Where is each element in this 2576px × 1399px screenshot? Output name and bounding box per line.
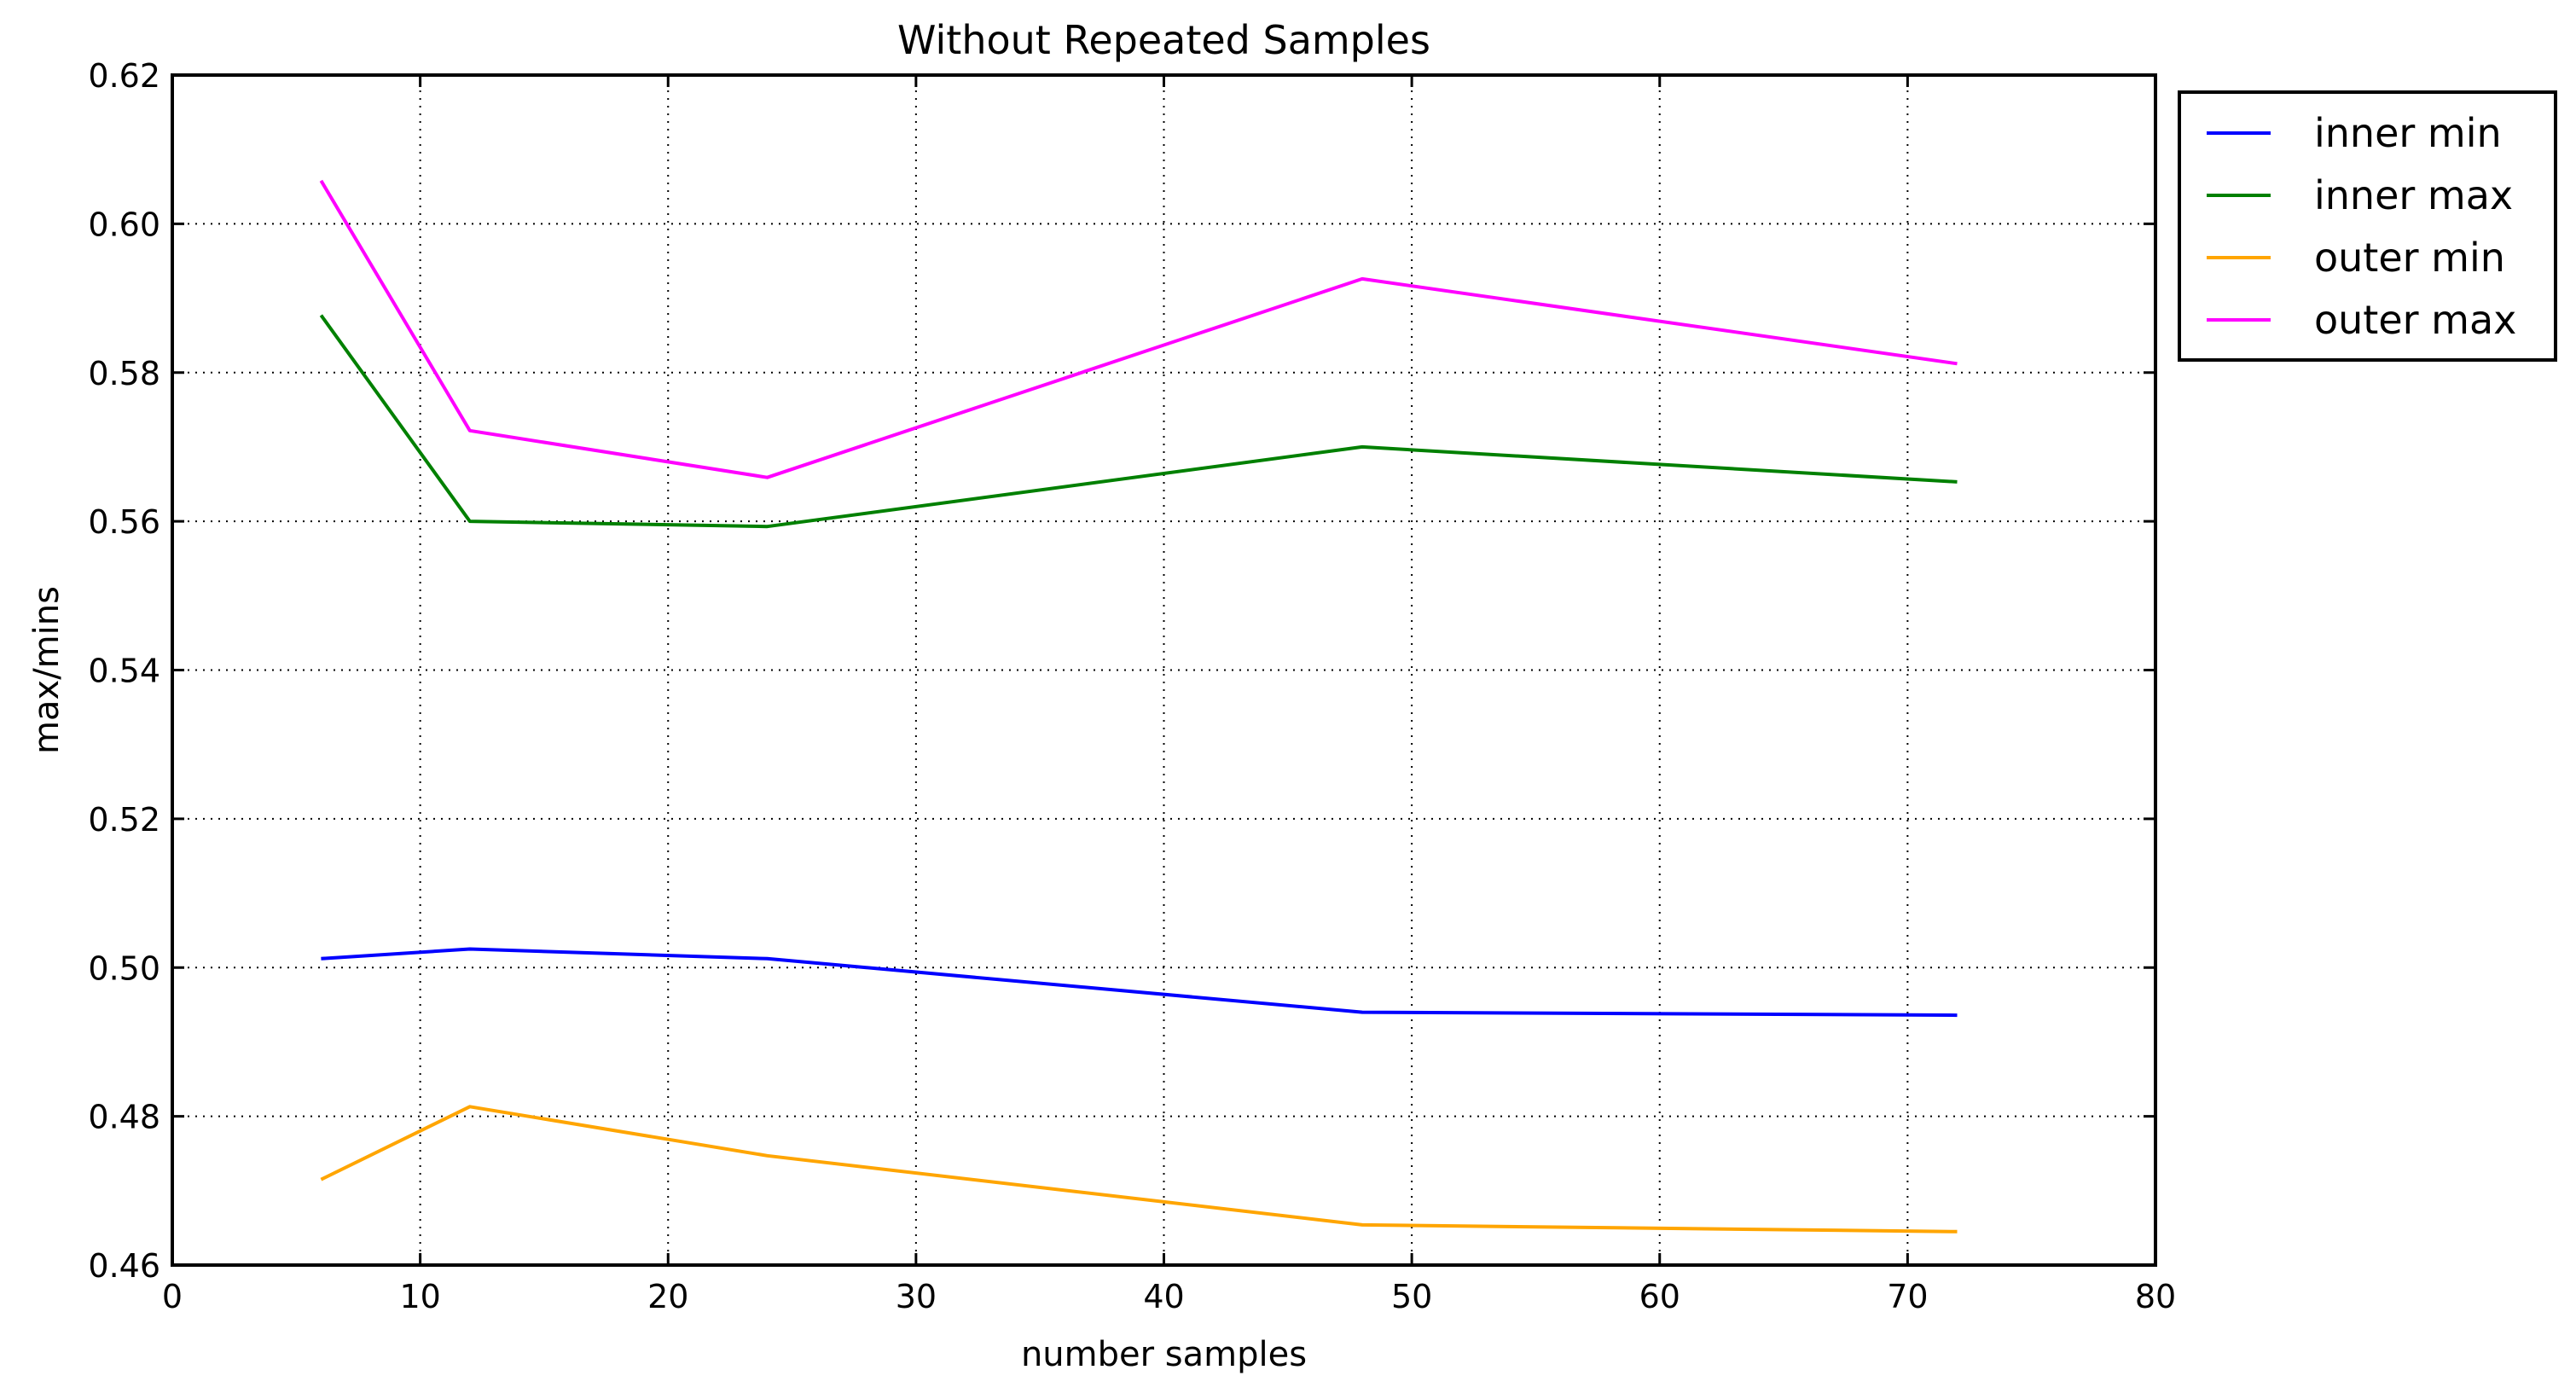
legend-label-outer-min: outer min <box>2314 235 2505 281</box>
grid <box>172 75 2155 1265</box>
y-tick-label: 0.46 <box>88 1247 160 1285</box>
series-line-outer-min <box>320 1105 1958 1234</box>
chart-title: Without Repeated Samples <box>897 17 1430 63</box>
series-lines <box>319 179 1958 1234</box>
y-axis-label: max/mins <box>27 586 67 754</box>
series-line-inner-min <box>321 947 1958 1018</box>
series-line-outer-max <box>319 179 1958 479</box>
x-axis-ticks: 0 10 20 30 40 50 60 70 80 <box>162 75 2176 1315</box>
x-axis-label: number samples <box>1021 1335 1307 1374</box>
legend-label-outer-max: outer max <box>2314 297 2516 343</box>
legend-label-inner-min: inner min <box>2314 110 2502 156</box>
legend-label-inner-max: inner max <box>2314 172 2513 218</box>
x-tick-label: 20 <box>647 1278 688 1315</box>
y-tick-label: 0.58 <box>88 355 160 392</box>
x-tick-label: 10 <box>399 1278 440 1315</box>
y-axis-ticks: 0.46 0.48 0.50 0.52 0.54 0.56 0.58 0.60 0.62 <box>88 57 2155 1285</box>
legend: inner min inner max outer min outer max <box>2178 90 2557 362</box>
y-tick-label: 0.48 <box>88 1099 160 1136</box>
x-tick-label: 30 <box>896 1278 937 1315</box>
legend-box <box>2178 90 2557 362</box>
x-tick-label: 0 <box>162 1278 183 1315</box>
x-tick-label: 80 <box>2135 1278 2176 1315</box>
y-tick-label: 0.54 <box>88 653 160 690</box>
y-tick-label: 0.56 <box>88 503 160 541</box>
y-tick-label: 0.62 <box>88 57 160 95</box>
y-tick-label: 0.60 <box>88 206 160 243</box>
x-tick-label: 70 <box>1887 1278 1928 1315</box>
y-tick-label: 0.50 <box>88 949 160 987</box>
y-tick-label: 0.52 <box>88 801 160 839</box>
x-tick-label: 60 <box>1639 1278 1680 1315</box>
x-tick-label: 40 <box>1143 1278 1184 1315</box>
series-line-inner-max <box>319 314 1958 529</box>
x-tick-label: 50 <box>1391 1278 1432 1315</box>
